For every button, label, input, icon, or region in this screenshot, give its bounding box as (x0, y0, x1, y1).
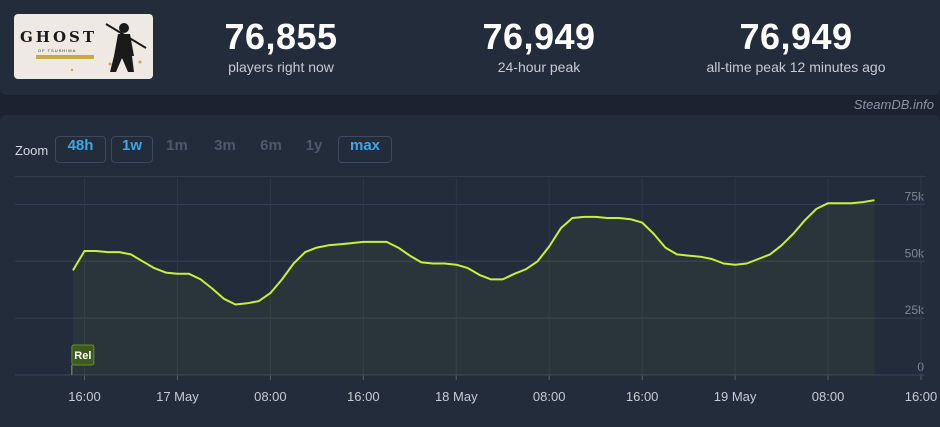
x-tick-label: 08:00 (812, 389, 845, 404)
zoom-6m-button[interactable]: 6m (260, 137, 282, 154)
stat-all-time-peak: 76,949 all-time peak 12 minutes ago (686, 17, 906, 76)
zoom-3m-button[interactable]: 3m (214, 137, 236, 154)
logo-title: GHOST (20, 28, 98, 46)
zoom-48h-button[interactable]: 48h (55, 136, 106, 163)
x-tick-label: 18 May (435, 389, 478, 404)
stat-value: 76,949 (739, 16, 853, 57)
series-area (72, 200, 875, 375)
x-tick-label: 08:00 (533, 389, 566, 404)
x-tick-label: 16:00 (626, 389, 659, 404)
zoom-1y-button[interactable]: 1y (305, 137, 323, 154)
zoom-1w-button[interactable]: 1w (111, 136, 153, 163)
x-tick-label: 16:00 (905, 389, 938, 404)
series-line (72, 199, 875, 306)
y-tick-label: 50k (905, 246, 925, 260)
toolbar-divider (15, 176, 925, 177)
release-marker-flag (71, 344, 95, 366)
logo-subtitle: OF TSUSHIMA (38, 48, 77, 53)
stat-label: players right now (228, 59, 334, 75)
game-logo[interactable]: GHOST OF TSUSHIMA (14, 14, 153, 79)
logo-edition-band (36, 55, 94, 59)
stat-24h-peak: 76,949 24-hour peak (459, 17, 619, 76)
y-tick-label: 75k (905, 189, 925, 203)
x-tick-label: 16:00 (68, 389, 101, 404)
stat-label: 24-hour peak (497, 59, 581, 75)
zoom-max-button[interactable]: max (338, 136, 392, 163)
stat-current-players: 76,855 players right now (201, 17, 361, 76)
zoom-1m-button[interactable]: 1m (166, 137, 188, 154)
stat-value: 76,949 (482, 16, 596, 57)
x-tick-label: 17 May (156, 389, 199, 404)
stat-label: all-time peak 12 minutes ago (706, 59, 886, 75)
stat-value: 76,855 (224, 16, 338, 57)
x-tick-label: 16:00 (347, 389, 380, 404)
stats-header (0, 0, 940, 95)
steamdb-credit[interactable]: SteamDB.info (853, 97, 934, 112)
x-tick-label: 19 May (714, 389, 757, 404)
samurai-silhouette-icon (70, 23, 147, 72)
y-tick-label: 25k (905, 303, 925, 317)
release-marker-label: Rel (74, 350, 91, 362)
zoom-label: Zoom (15, 143, 49, 158)
x-tick-label: 08:00 (254, 389, 287, 404)
